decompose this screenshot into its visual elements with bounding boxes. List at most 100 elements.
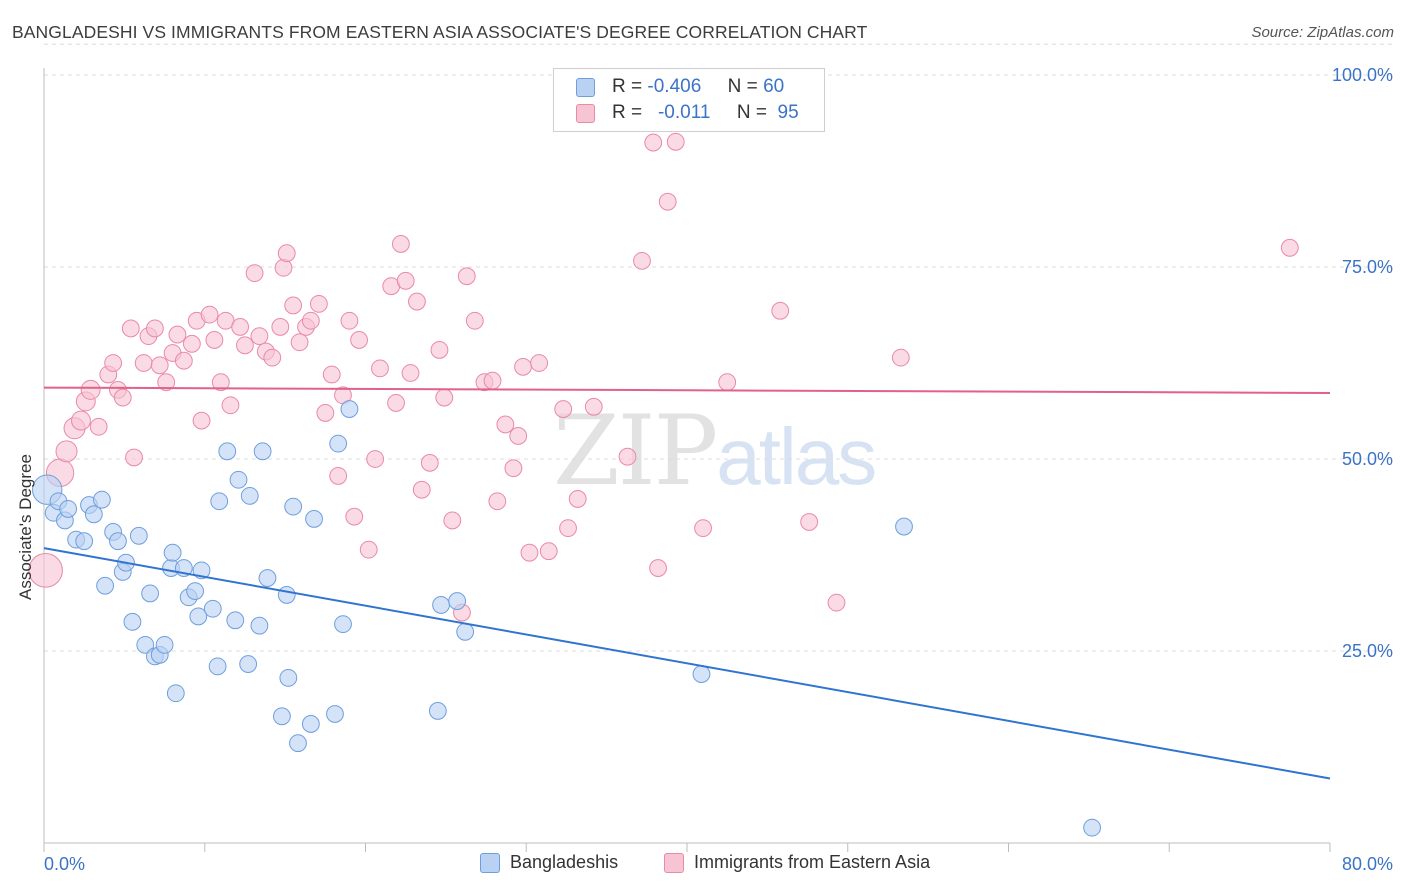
bangladeshis-point [305,510,323,528]
bangladeshis-point [240,486,259,505]
immigrants-point [618,447,637,466]
bangladeshis-point [109,532,127,551]
immigrants-point [771,301,790,320]
immigrants-point [584,397,603,416]
bangladeshis-point [226,611,245,630]
immigrants-point [345,507,364,526]
immigrants-point [457,267,476,286]
immigrants-point [891,348,910,367]
legend-swatch-blue [480,853,500,873]
immigrants-point [309,294,328,313]
immigrants-point [271,318,290,336]
trend-line-bangladeshis [43,547,1331,780]
x-tick-label: 0.0% [44,854,85,874]
immigrants-point [113,388,132,407]
bangladeshis-point [253,442,272,461]
trend-lines [43,386,1331,780]
legend-label-bangladeshis: Bangladeshis [510,852,619,872]
bangladeshis-point [301,715,320,733]
legend-label-immigrants: Immigrants from Eastern Asia [694,852,931,872]
bangladeshis-point [163,543,182,562]
immigrants-point [174,351,193,370]
immigrants-point [231,318,250,336]
immigrants-point [157,373,176,392]
bangladeshis-point [1083,818,1101,837]
immigrants-point [401,364,420,382]
immigrants-point [430,341,449,359]
immigrants-point [192,411,211,430]
bangladeshis-point [895,517,913,536]
y-tick-label: 75.0% [1342,257,1393,277]
immigrants-point [284,296,303,315]
watermark: ZIPatlas [553,395,877,507]
bangladeshis-point [59,500,78,518]
immigrants-point [666,132,685,151]
legend-r-label: R = [612,102,643,123]
bangladeshis-point [692,665,711,683]
immigrants-point [649,559,667,577]
y-tick-label: 100.0% [1332,65,1393,85]
stats-legend: R = -0.406 N = 60 R = -0.011 N = 95 [553,68,825,132]
immigrants-point [718,373,737,392]
immigrants-point [387,394,405,412]
immigrants-point [329,466,348,485]
immigrants-point [408,292,426,311]
immigrants-point [274,258,293,277]
immigrants-point [211,373,230,392]
immigrants-point [168,325,187,344]
immigrants-point [391,235,410,253]
bangladeshis-point [334,615,352,634]
bangladeshis-point [96,576,114,595]
bangladeshis-point [141,584,159,603]
bangladeshis-point [448,592,467,610]
source-credit: Source: ZipAtlas.com [1251,24,1394,41]
bangladeshis-point [218,442,237,461]
tick-labels: 25.0% 50.0% 75.0% 100.0% 0.0% 80.0% [44,65,1393,874]
immigrants-point [55,440,78,463]
immigrants-point [150,356,169,375]
immigrants-point [465,311,484,330]
bangladeshis-point [136,635,155,654]
immigrants-point [827,593,846,612]
immigrants-point [146,319,164,338]
immigrants-point [412,480,431,499]
immigrants-point [1280,238,1299,257]
bangladeshis-point [279,668,298,687]
y-tick-label: 25.0% [1342,641,1393,661]
immigrants-point [435,388,454,407]
immigrants-point [316,404,335,422]
immigrants-point [182,334,201,353]
immigrants-point [340,311,359,330]
legend-n-label: N = [736,102,767,123]
y-tick-label: 50.0% [1342,449,1393,469]
immigrants-point [644,133,663,152]
immigrants-point [559,519,577,538]
bangladeshis-point [210,492,229,511]
legend-n-value: 95 [777,102,799,123]
series-immigrants-points [28,132,1299,622]
axes [43,68,1331,852]
bangladeshis-point [258,569,277,587]
x-tick-label: 80.0% [1342,854,1393,874]
bangladeshis-point [84,505,103,524]
immigrants-point [322,365,341,384]
immigrants-point [554,400,573,418]
immigrants-point [396,271,415,290]
bangladeshis-point [284,497,303,516]
y-axis-label: Associate's Degree [16,454,35,600]
trend-line-immigrants [43,386,1331,394]
legend-swatch-pink [664,853,684,873]
chart-title: BANGLADESHI VS IMMIGRANTS FROM EASTERN A… [12,22,868,42]
immigrants-point [420,453,439,472]
immigrants-point [658,192,677,211]
immigrants-point [504,459,523,478]
immigrants-point [80,379,101,400]
immigrants-point [245,264,264,283]
immigrants-point [104,354,123,372]
immigrants-point [371,359,389,378]
immigrants-point [520,543,539,562]
immigrants-point [694,519,712,538]
immigrants-point [496,415,515,434]
bangladeshis-point [129,526,148,545]
